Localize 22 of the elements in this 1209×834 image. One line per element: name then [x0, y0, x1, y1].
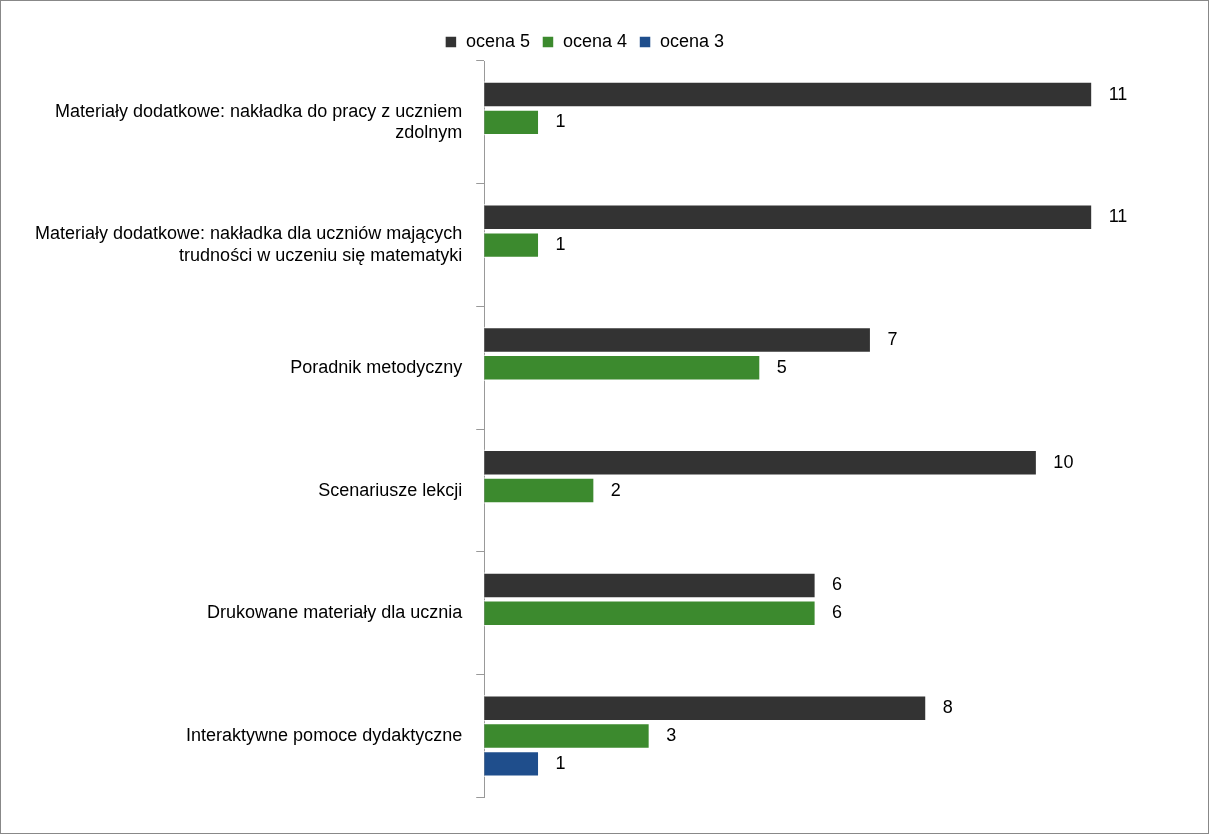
y-tick-label: Drukowane materiały dla ucznia	[207, 602, 464, 623]
legend-label: ocena 4	[562, 30, 628, 51]
data-label: 3	[666, 725, 677, 745]
data-label: 6	[832, 574, 843, 595]
data-label: 2	[610, 479, 621, 500]
y-tick-label: Materiały dodatkowe: nakładka do pracy z uczniem zdolnym	[55, 100, 463, 143]
y-tick-label: Interaktywne pomoce dydaktyczne	[186, 725, 463, 745]
data-label: 5	[776, 356, 787, 377]
data-label: 1	[555, 752, 566, 773]
y-tick-label: Scenariusze lekcji	[318, 479, 463, 500]
legend-label: ocena 3	[660, 30, 725, 51]
y-tick-label: Materiały dodatkowe: nakładka dla uczniów mających trudności w uczeniu się matematyki	[35, 223, 463, 265]
data-label: 8	[942, 697, 953, 718]
legend-label: ocena 5	[465, 30, 530, 51]
y-tick-label: Poradnik metodyczny	[290, 356, 463, 377]
data-label: 7	[887, 328, 898, 349]
data-label: 10	[1053, 451, 1074, 472]
data-label: 1	[555, 111, 566, 132]
data-label: 6	[832, 602, 843, 623]
data-label: 11	[1108, 83, 1128, 104]
data-label: 1	[555, 234, 566, 255]
data-label: 11	[1108, 206, 1128, 227]
